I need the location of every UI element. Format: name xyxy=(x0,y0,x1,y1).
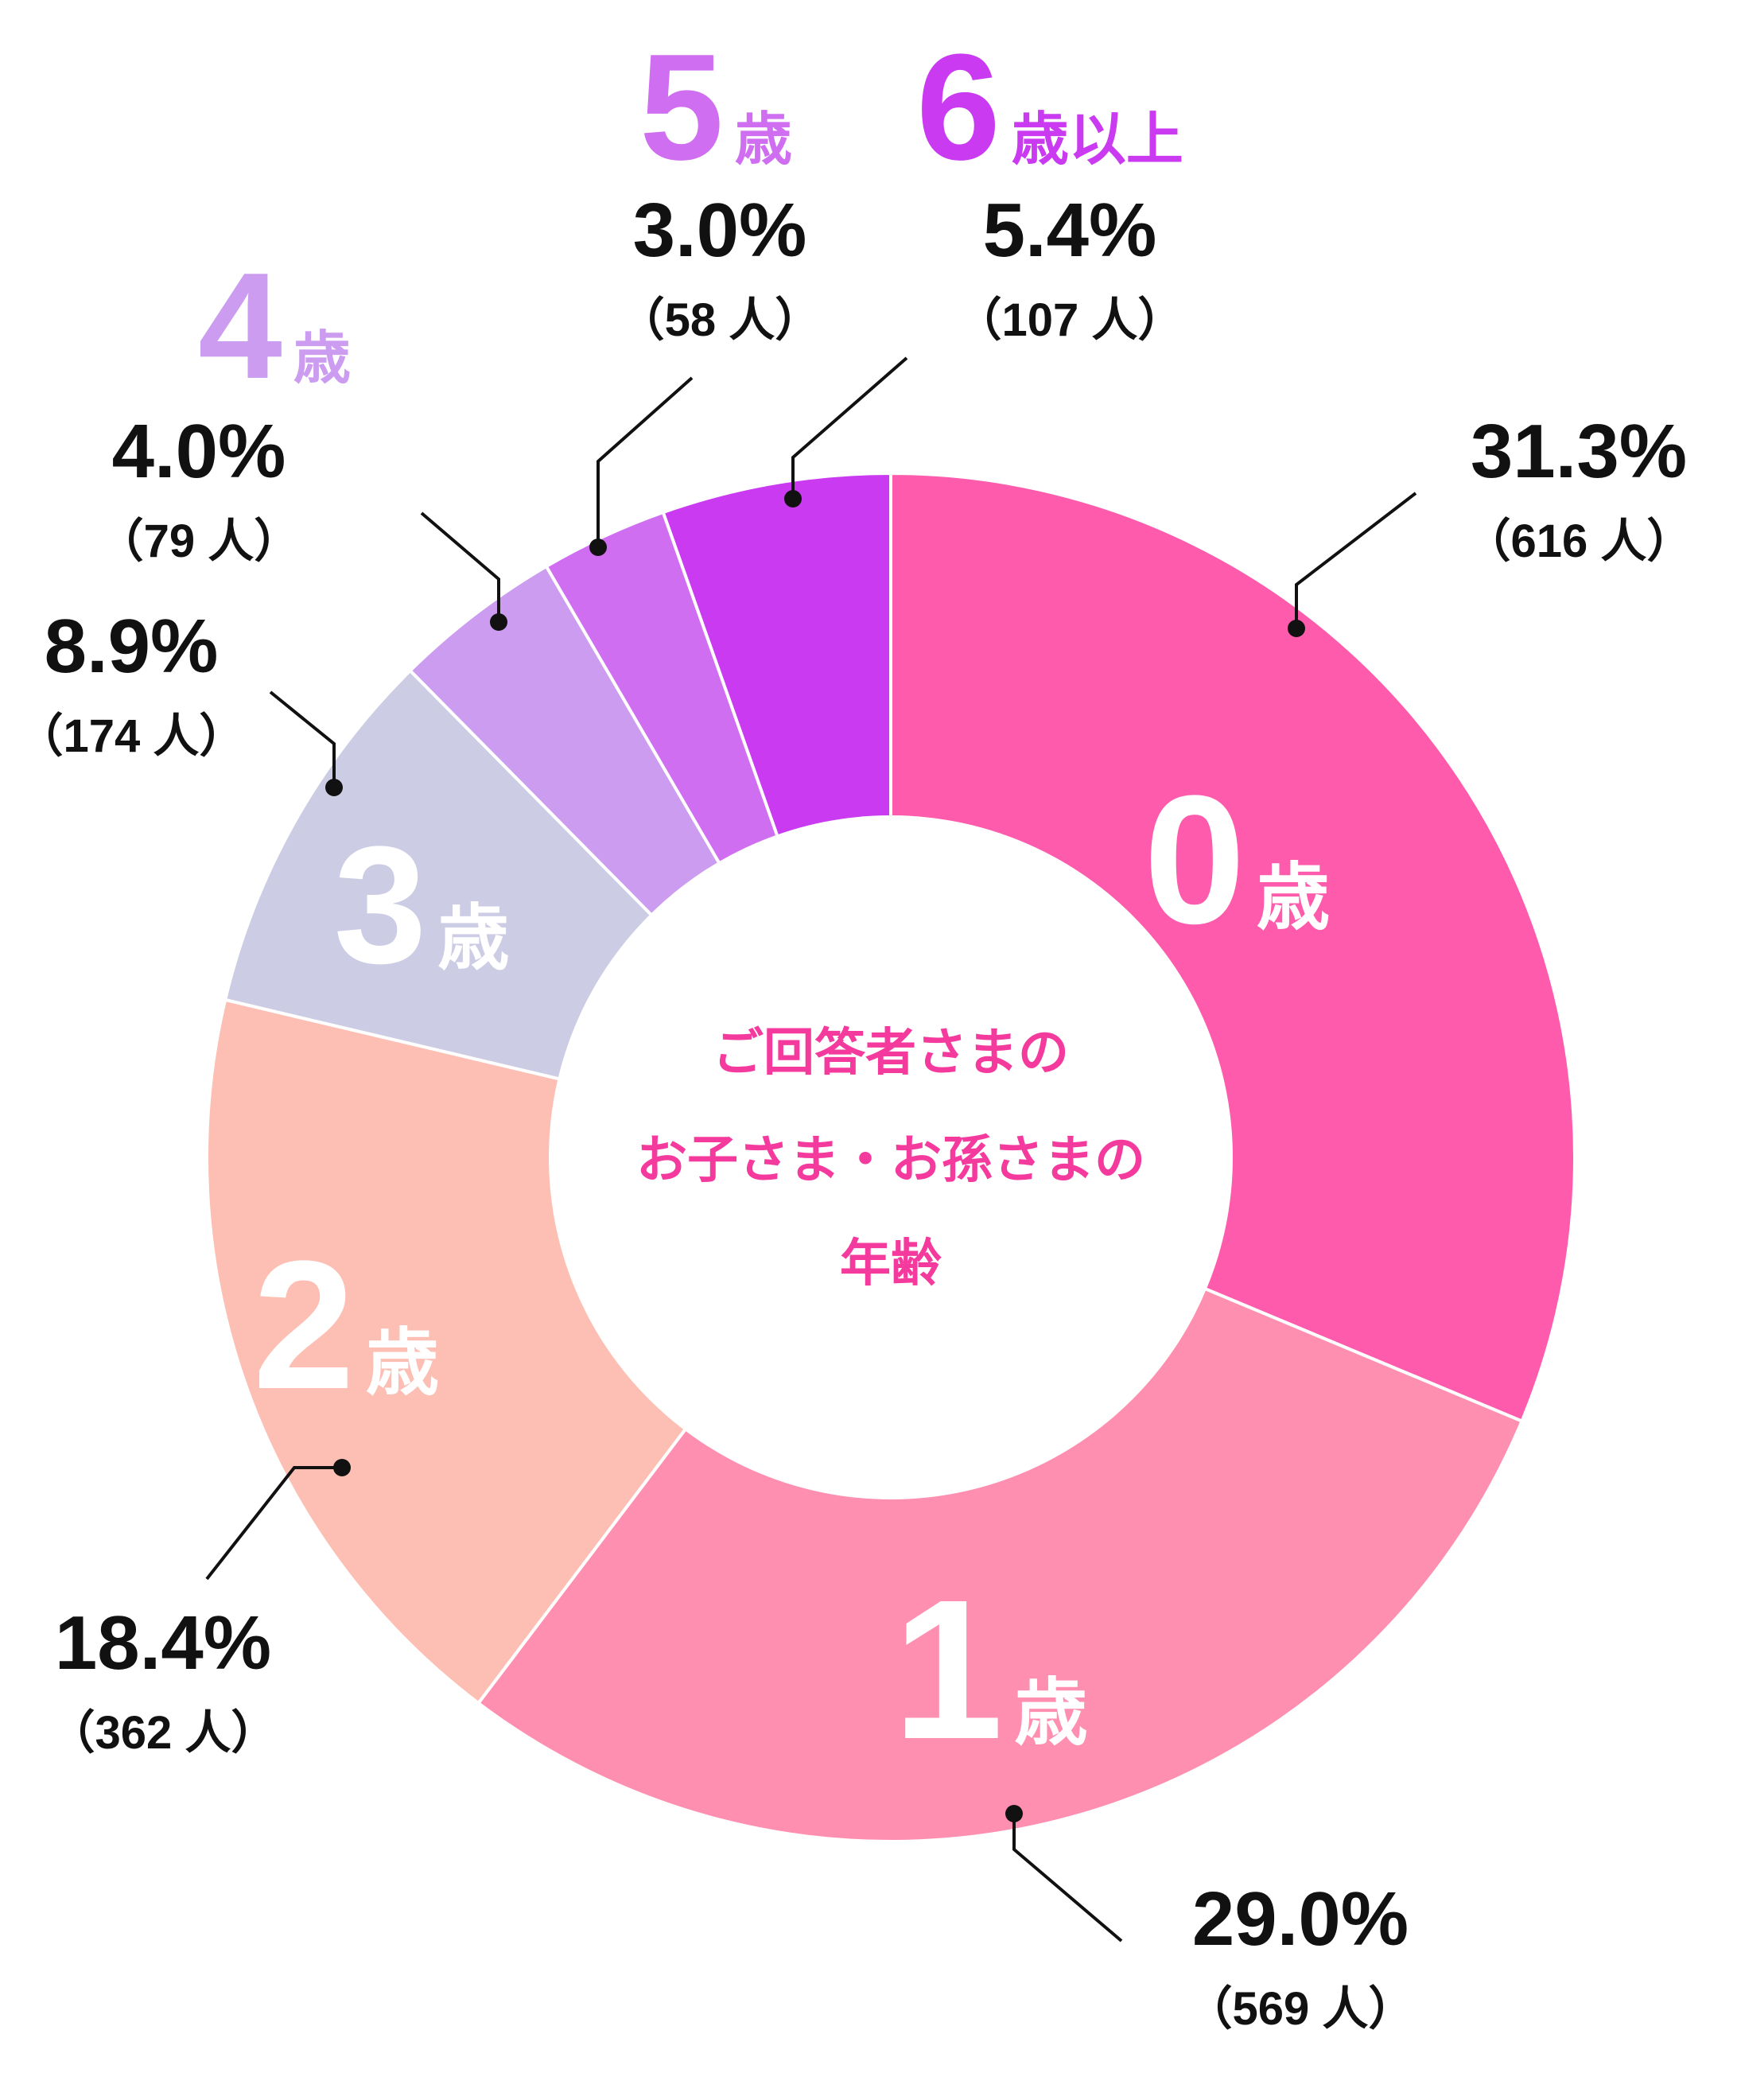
percent-label-6: 5.4% xyxy=(983,188,1157,273)
slice-age-6: 6 xyxy=(916,23,1001,192)
slice-suffix-3: 歳 xyxy=(437,899,509,978)
count-label-2: （362 人） xyxy=(49,1707,278,1759)
percent-label-1: 29.0% xyxy=(1192,1876,1409,1962)
slice-suffix-2: 歳 xyxy=(366,1323,439,1404)
count-label-6: （107 人） xyxy=(956,294,1184,346)
inner-label-group: 0 歳1 歳2 歳3 歳4 歳5 歳 6 歳以上 xyxy=(198,23,1330,1780)
percent-label-5: 3.0% xyxy=(633,188,807,273)
leader-line-0 xyxy=(1295,492,1417,628)
count-label-5: （58 人） xyxy=(619,294,822,346)
leader-line-3 xyxy=(269,690,336,788)
leader-dot-2 xyxy=(333,1459,351,1476)
leader-line-1 xyxy=(1012,1814,1123,1942)
leader-dot-5 xyxy=(589,539,607,556)
percent-label-2: 18.4% xyxy=(55,1600,271,1686)
leader-dot-3 xyxy=(325,779,343,796)
percent-label-4: 4.0% xyxy=(112,409,286,494)
center-label-line: ご回答者さまの xyxy=(713,1024,1069,1081)
slice-suffix-5: 歳 xyxy=(735,108,792,172)
leader-line-4 xyxy=(420,511,500,622)
annotation-group: 31.3% （616 人） 29.0% （569 人） 18.4% （362 人） 8.9%… xyxy=(17,188,1693,2035)
leader-dot-0 xyxy=(1288,620,1305,637)
leader-dot-1 xyxy=(1005,1805,1023,1822)
slice-age-0: 0 xyxy=(1144,757,1246,962)
leader-line-5 xyxy=(597,376,694,547)
leader-dot-6 xyxy=(784,490,802,508)
slice-age-2: 2 xyxy=(253,1223,355,1427)
slice-age-1: 1 xyxy=(892,1558,1003,1780)
slice-suffix-1: 歳 xyxy=(1015,1673,1088,1754)
count-label-1: （569 人） xyxy=(1187,1983,1415,2035)
slice-1 xyxy=(476,1155,1525,1843)
slice-age-5: 5 xyxy=(639,23,724,192)
center-label-line: お子さま・お孫さまの xyxy=(636,1131,1145,1188)
leader-line-group xyxy=(205,356,1417,1942)
slice-suffix-6: 歳以上 xyxy=(1012,108,1183,172)
donut-hole xyxy=(549,815,1233,1499)
slice-label-6: 6 歳以上 xyxy=(916,23,1183,192)
percent-label-3: 8.9% xyxy=(45,604,219,689)
leader-line-6 xyxy=(791,356,908,499)
slice-age-4: 4 xyxy=(198,242,282,410)
count-label-4: （79 人） xyxy=(98,515,301,567)
count-label-0: （616 人） xyxy=(1465,515,1693,567)
leader-line-2 xyxy=(205,1466,342,1581)
center-label-line: 年齢 xyxy=(840,1235,942,1292)
count-label-3: （174 人） xyxy=(17,710,246,762)
slice-age-3: 3 xyxy=(334,811,427,998)
percent-label-0: 31.3% xyxy=(1471,409,1687,494)
slice-suffix-0: 歳 xyxy=(1257,858,1330,939)
leader-dot-4 xyxy=(490,613,507,631)
slice-suffix-4: 歳 xyxy=(293,327,351,391)
